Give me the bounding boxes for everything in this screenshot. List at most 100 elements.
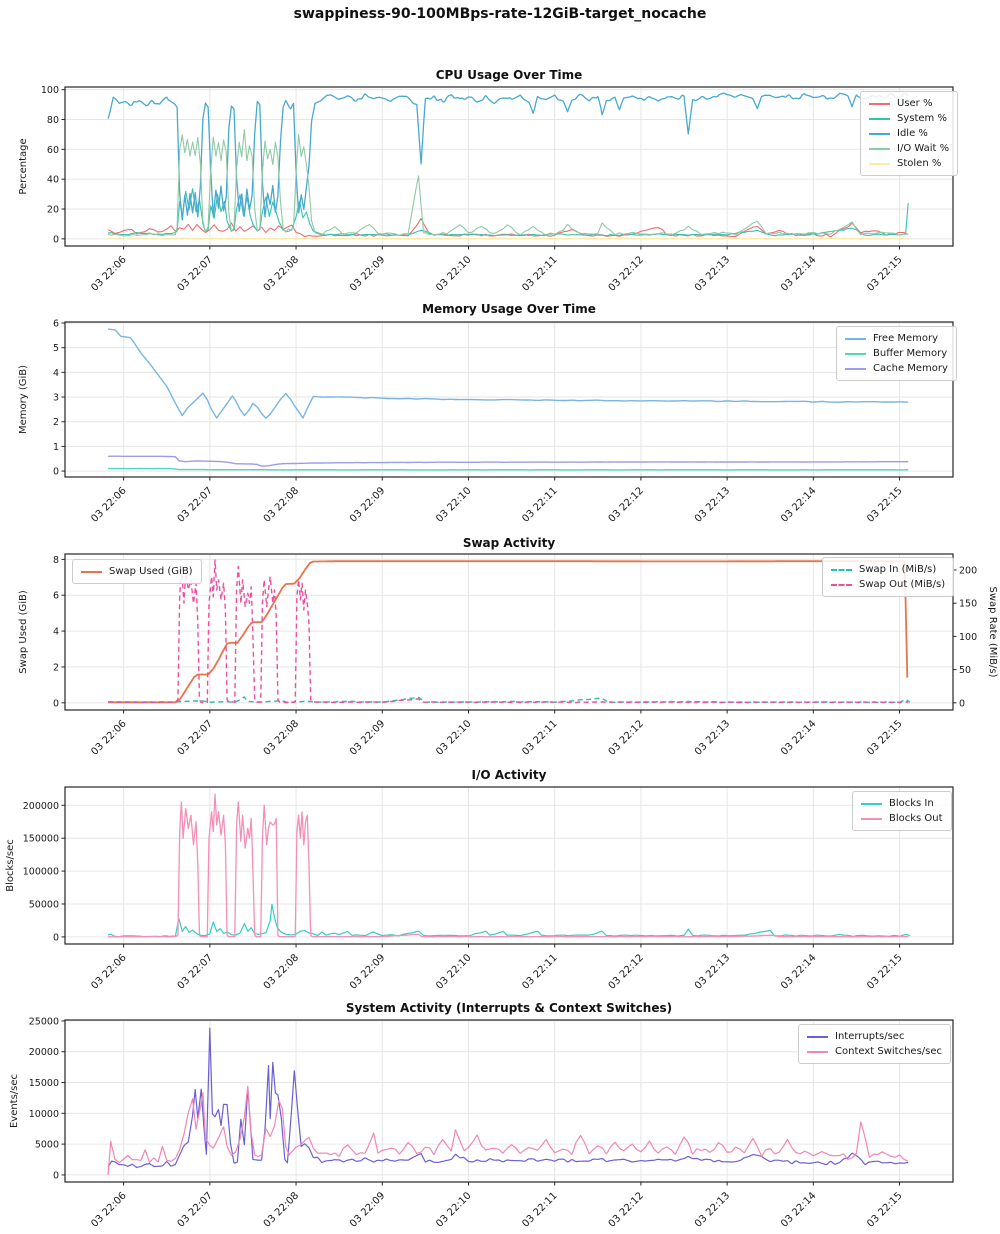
x-tick-label: 03 22:13 <box>693 254 732 293</box>
x-tick-label: 03 22:09 <box>348 254 387 293</box>
x-tick-label: 03 22:07 <box>176 485 215 524</box>
grid <box>65 322 953 477</box>
legend-label: Blocks In <box>889 798 934 809</box>
plot-border <box>64 321 954 478</box>
x-tick-label: 03 22:08 <box>262 254 301 293</box>
y-tick-label: 1 <box>53 442 59 453</box>
series-group <box>107 92 909 240</box>
x-tick-label: 03 22:12 <box>607 952 646 991</box>
x-tick-label: 03 22:15 <box>865 1190 904 1229</box>
buffer-memory-swatch <box>845 352 866 355</box>
figure-title: swappiness-90-100MBps-rate-12GiB-target_… <box>293 6 707 22</box>
legend-item-blocks-in: Blocks In <box>861 796 943 811</box>
x-tick-label: 03 22:15 <box>865 254 904 293</box>
x-tick-label: 03 22:08 <box>262 952 301 991</box>
x-tick-label: 03 22:07 <box>176 952 215 991</box>
x-tick-label: 03 22:14 <box>779 718 818 757</box>
x-tick-label: 03 22:10 <box>434 485 473 524</box>
y-tick-label: 0 <box>53 932 59 943</box>
context-switches-sec-swatch <box>807 1050 828 1053</box>
y-tick-label: 20000 <box>29 1047 59 1058</box>
y-tick-label: 5 <box>53 343 59 354</box>
y-tick-label: 100000 <box>23 867 59 878</box>
y-tick-label: 40 <box>47 175 59 186</box>
x-tick-label: 03 22:15 <box>865 485 904 524</box>
legend-label: Cache Memory <box>873 363 948 374</box>
swap-out-mib-s-swatch <box>831 583 852 586</box>
x-tick-label: 03 22:11 <box>520 485 559 524</box>
y-axis-label: Memory (GiB) <box>18 365 29 434</box>
legend-item-buffer-memory: Buffer Memory <box>845 346 948 361</box>
x-tick-label: 03 22:07 <box>176 718 215 757</box>
swap-used-gib-swatch <box>81 570 102 573</box>
free-memory-line <box>108 328 909 419</box>
swap-out-mib-s-line <box>108 559 909 704</box>
y-axis: 0 50000 100000 150000 200000 Blocks/sec <box>5 801 65 943</box>
chart-title-memory: Memory Usage Over Time <box>422 302 596 316</box>
x-tick-label: 03 22:15 <box>865 718 904 757</box>
y-tick-label: 4 <box>53 368 59 379</box>
plot-border <box>64 786 954 945</box>
y-tick-label: 5000 <box>35 1140 59 1151</box>
x-tick-label: 03 22:08 <box>262 718 301 757</box>
legend-label: Swap Out (MiB/s) <box>859 579 946 590</box>
x-tick-label: 03 22:10 <box>434 952 473 991</box>
swap-activity-chart: 0 2 4 6 8 Swap Used (GiB) 0 50 100 150 200 Swap Rat… <box>18 553 998 758</box>
legend-item-blocks-out: Blocks Out <box>861 811 943 826</box>
y-axis: 0 5000 10000 15000 20000 25000 Events/sec <box>9 1016 65 1181</box>
y-axis: 0 1 2 3 4 5 6 Memory (GiB) <box>18 318 65 478</box>
y2-tick-label: 200 <box>959 565 977 576</box>
x-tick-label: 03 22:09 <box>348 1190 387 1229</box>
cache-memory-swatch <box>845 367 866 370</box>
x-tick-label: 03 22:06 <box>89 485 128 524</box>
x-tick-label: 03 22:14 <box>779 254 818 293</box>
x-axis: 03 22:06 03 22:07 03 22:08 03 22:09 03 22:10… <box>89 710 905 758</box>
x-tick-label: 03 22:13 <box>693 485 732 524</box>
cache-memory-line <box>108 455 909 467</box>
y-tick-label: 25000 <box>29 1016 59 1027</box>
stolen-swatch <box>869 162 890 165</box>
legend-item-swap-used-gib: Swap Used (GiB) <box>81 564 193 579</box>
legend-label: Swap Used (GiB) <box>109 566 193 577</box>
blocks-in-swatch <box>861 802 882 805</box>
x-tick-label: 03 22:15 <box>865 952 904 991</box>
y-tick-label: 100 <box>41 85 59 96</box>
y-axis: 0 2 4 6 8 Swap Used (GiB) <box>18 555 65 709</box>
y-tick-label: 200000 <box>23 801 59 812</box>
x-tick-label: 03 22:06 <box>89 1190 128 1229</box>
x-tick-label: 03 22:06 <box>89 718 128 757</box>
x-tick-label: 03 22:13 <box>693 718 732 757</box>
x-tick-label: 03 22:07 <box>176 254 215 293</box>
y-axis-label: Blocks/sec <box>5 839 16 892</box>
x-tick-label: 03 22:11 <box>520 952 559 991</box>
cpu-legend: User % System % Idle % I/O Wait % Stolen % <box>860 91 959 176</box>
chart-title-system: System Activity (Interrupts & Context Sw… <box>345 1001 673 1015</box>
legend-item-i-o-wait: I/O Wait % <box>869 141 949 156</box>
legend-item-swap-out-mib-s: Swap Out (MiB/s) <box>831 577 945 592</box>
x-tick-label: 03 22:12 <box>607 718 646 757</box>
free-memory-swatch <box>845 337 866 340</box>
y2-tick-label: 100 <box>959 632 977 643</box>
swap-used-gib-line <box>108 560 909 704</box>
series-group <box>108 559 911 704</box>
y-tick-label: 20 <box>47 205 59 216</box>
y-tick-label: 50000 <box>29 899 59 910</box>
y-tick-label: 0 <box>53 467 59 478</box>
legend-label: I/O Wait % <box>897 143 950 154</box>
y2-tick-label: 0 <box>959 698 965 709</box>
x-tick-label: 03 22:14 <box>779 485 818 524</box>
y-tick-label: 0 <box>53 234 59 245</box>
y-axis-label: Percentage <box>18 138 29 194</box>
x-axis: 03 22:06 03 22:07 03 22:08 03 22:09 03 22:10… <box>89 1182 905 1230</box>
legend-label: Idle % <box>897 128 928 139</box>
legend-item-interrupts-sec: Interrupts/sec <box>807 1029 942 1044</box>
legend-label: Buffer Memory <box>873 348 948 359</box>
x-tick-label: 03 22:10 <box>434 254 473 293</box>
legend-label: User % <box>897 98 933 109</box>
chart-title-swap: Swap Activity <box>462 536 556 550</box>
legend-label: Context Switches/sec <box>835 1046 943 1057</box>
legend-item-user: User % <box>869 96 949 111</box>
x-tick-label: 03 22:12 <box>607 254 646 293</box>
